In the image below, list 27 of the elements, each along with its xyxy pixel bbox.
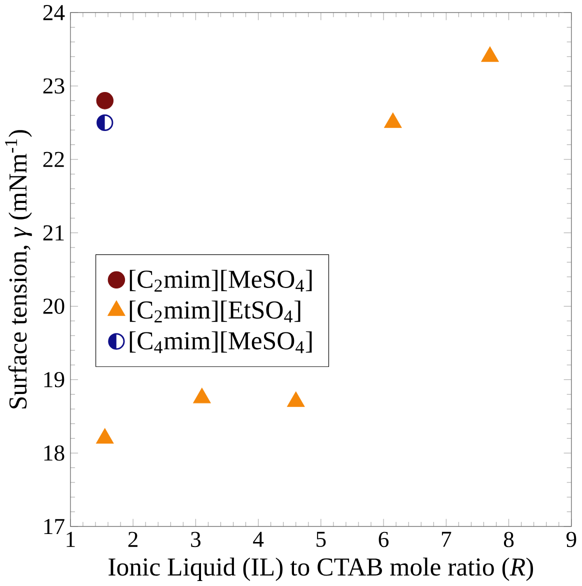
x-tick-label: 7 bbox=[442, 532, 452, 547]
x-tick-label: 3 bbox=[191, 532, 200, 548]
y-tick-label: 19 bbox=[44, 372, 64, 388]
legend-label: [C$_{4}$mim][MeSO$_{4}$] bbox=[130, 331, 312, 354]
y-tick-label: 22 bbox=[43, 152, 64, 167]
legend-label: [C$_{2}$mim][MeSO$_{4}$] bbox=[130, 270, 312, 292]
x-tick-label: 5 bbox=[316, 532, 326, 547]
x-tick-label: 8 bbox=[504, 532, 514, 548]
y-tick-label: 21 bbox=[43, 225, 64, 240]
y-tick-label: 20 bbox=[43, 298, 64, 314]
x-tick-label: 2 bbox=[128, 532, 138, 547]
x-tick-label: 4 bbox=[253, 532, 264, 547]
y-tick-label: 23 bbox=[43, 78, 64, 94]
y-tick-label: 24 bbox=[43, 5, 65, 20]
x-tick-label: 1 bbox=[66, 532, 75, 547]
legend-label: [C$_{2}$mim][EtSO$_{4}$] bbox=[130, 300, 300, 322]
point bbox=[481, 46, 499, 62]
x-axis-title: Ionic Liquid (IL) to CTAB mole ratio (R) bbox=[108, 558, 533, 581]
y-tick-label: 17 bbox=[44, 518, 64, 534]
y-axis-title: Surface tension, γ (mNm$^{-1}$) bbox=[4, 130, 32, 408]
x-tick-label: 6 bbox=[378, 532, 388, 548]
x-tick-label: 9 bbox=[566, 532, 576, 548]
point bbox=[193, 388, 211, 404]
y-tick-label: 18 bbox=[44, 445, 64, 461]
point bbox=[384, 112, 402, 128]
point bbox=[96, 428, 114, 444]
point bbox=[286, 392, 305, 407]
